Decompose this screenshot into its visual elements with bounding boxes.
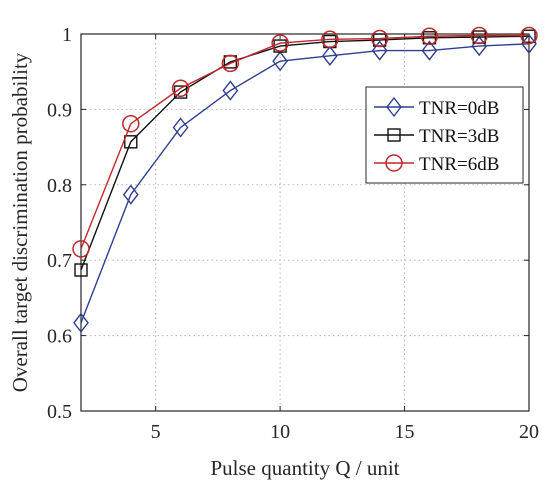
data-point-circle <box>271 34 289 52</box>
legend-marker-diamond <box>386 96 402 118</box>
data-point-circle <box>520 26 538 45</box>
x-tick-label: 5 <box>151 421 161 443</box>
y-tick-label: 0.8 <box>47 175 72 197</box>
data-point-diamond <box>421 40 438 61</box>
data-point-circle <box>72 240 90 258</box>
plot-frame <box>80 33 530 412</box>
series-line <box>80 35 530 271</box>
data-point-diamond <box>222 80 239 101</box>
x-tick-label: 10 <box>270 421 290 443</box>
legend-marker-square <box>387 128 401 142</box>
series-line <box>80 34 529 250</box>
data-point-diamond <box>122 184 139 205</box>
data-point-diamond <box>322 45 338 67</box>
data-point-diamond <box>371 40 388 61</box>
y-axis-title: Overall target discrimination probabilit… <box>8 52 32 392</box>
series-square <box>74 29 536 277</box>
series-circle <box>72 26 538 258</box>
y-tick-label: 0.6 <box>47 326 72 348</box>
data-point-diamond <box>521 33 537 54</box>
x-axis-title: Pulse quantity Q / unit <box>211 456 400 480</box>
data-point-square <box>74 263 88 277</box>
legend-label: TNR=6dB <box>419 154 499 175</box>
legend-label: TNR=0dB <box>419 98 499 119</box>
legend-label: TNR=3dB <box>419 126 499 147</box>
series-line <box>80 43 530 324</box>
legend-marker-circle <box>385 154 403 172</box>
data-point-circle <box>171 79 190 98</box>
legend-item: TNR=6dB <box>374 154 499 175</box>
data-point-diamond <box>272 51 288 72</box>
legend: TNR=0dB TNR=3dB TNR=6dB <box>365 86 524 184</box>
data-point-circle <box>122 114 140 133</box>
series-group <box>72 26 538 333</box>
y-tick-label: 1 <box>62 24 72 46</box>
data-point-square <box>124 135 138 149</box>
y-tick-label: 0.7 <box>47 250 72 272</box>
y-tick-label: 0.5 <box>47 401 72 423</box>
data-point-circle <box>420 27 439 46</box>
x-tick-label: 20 <box>519 421 539 443</box>
data-point-circle <box>221 54 240 73</box>
data-point-circle <box>321 30 339 49</box>
data-point-diamond <box>172 117 189 138</box>
x-tick-label: 15 <box>395 421 415 443</box>
legend-item: TNR=0dB <box>374 96 499 119</box>
data-point-square <box>522 29 536 43</box>
legend-item: TNR=3dB <box>374 126 499 147</box>
data-point-diamond <box>73 312 89 333</box>
y-tick-label: 0.9 <box>47 99 72 121</box>
series-diamond <box>73 33 537 333</box>
data-point-circle <box>370 29 389 48</box>
data-point-circle <box>470 26 488 45</box>
